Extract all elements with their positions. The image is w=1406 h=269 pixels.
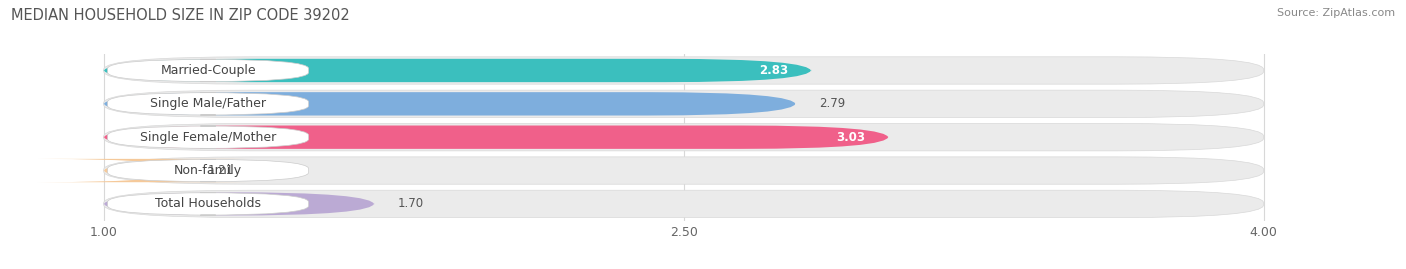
Text: Single Male/Father: Single Male/Father (150, 97, 266, 110)
FancyBboxPatch shape (104, 90, 1264, 118)
Text: 1.70: 1.70 (398, 197, 423, 210)
FancyBboxPatch shape (108, 193, 309, 215)
Text: 3.03: 3.03 (837, 131, 866, 144)
Text: Source: ZipAtlas.com: Source: ZipAtlas.com (1277, 8, 1395, 18)
Text: Single Female/Mother: Single Female/Mother (141, 131, 276, 144)
FancyBboxPatch shape (104, 123, 1264, 151)
FancyBboxPatch shape (104, 190, 1264, 218)
FancyBboxPatch shape (108, 93, 309, 115)
Text: 2.79: 2.79 (820, 97, 845, 110)
Text: Married-Couple: Married-Couple (160, 64, 256, 77)
FancyBboxPatch shape (108, 126, 309, 148)
FancyBboxPatch shape (108, 59, 309, 82)
FancyBboxPatch shape (104, 157, 1264, 184)
FancyBboxPatch shape (104, 126, 889, 149)
Text: 1.21: 1.21 (208, 164, 235, 177)
FancyBboxPatch shape (104, 59, 811, 82)
FancyBboxPatch shape (108, 159, 309, 182)
FancyBboxPatch shape (38, 159, 250, 182)
FancyBboxPatch shape (104, 92, 796, 115)
FancyBboxPatch shape (104, 57, 1264, 84)
Text: 2.83: 2.83 (759, 64, 789, 77)
Text: Non-family: Non-family (174, 164, 242, 177)
Text: Total Households: Total Households (155, 197, 262, 210)
FancyBboxPatch shape (104, 192, 374, 215)
Text: MEDIAN HOUSEHOLD SIZE IN ZIP CODE 39202: MEDIAN HOUSEHOLD SIZE IN ZIP CODE 39202 (11, 8, 350, 23)
